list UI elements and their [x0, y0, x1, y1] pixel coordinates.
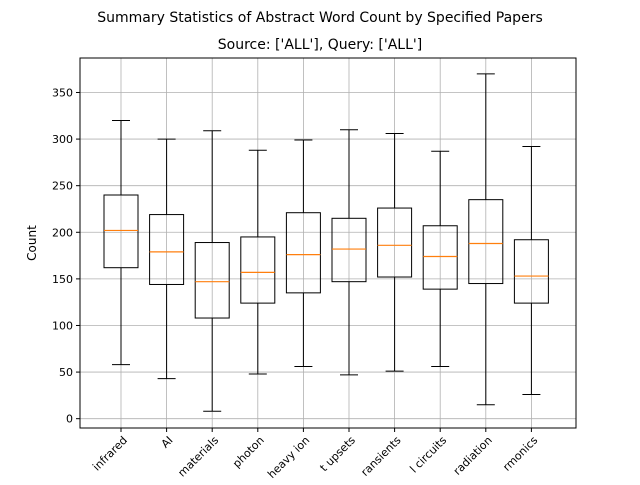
box-infrared — [103, 119, 139, 366]
y-tick-label: 300 — [52, 133, 73, 146]
y-axis: 0 50 100 150 200 250 300 350 — [52, 86, 80, 426]
iqr-box — [377, 207, 413, 278]
iqr-box — [194, 242, 230, 319]
x-tick-label: materials — [175, 434, 221, 480]
chart-title: Summary Statistics of Abstract Word Coun… — [97, 10, 542, 26]
y-axis-label: Count — [25, 225, 39, 261]
x-tick-label: radiation — [451, 434, 495, 478]
box-ransients — [377, 132, 413, 372]
x-tick-label: l circuits — [407, 434, 449, 476]
box-rmonics — [513, 146, 549, 395]
plot-frame — [79, 57, 577, 429]
iqr-box — [422, 225, 458, 290]
x-tick-label: ransients — [358, 434, 403, 479]
box-radiation — [468, 73, 504, 406]
x-tick-label: photon — [230, 434, 267, 471]
iqr-box — [513, 239, 549, 304]
y-tick-label: 0 — [66, 413, 73, 426]
box-t-upsets — [331, 129, 367, 376]
iqr-box — [331, 217, 367, 283]
y-tick-label: 150 — [52, 273, 73, 286]
box-l-circuits — [422, 150, 458, 367]
x-tick-label: t upsets — [317, 434, 358, 475]
chart-subtitle: Source: ['ALL'], Query: ['ALL'] — [218, 37, 422, 53]
y-tick-label: 100 — [52, 319, 73, 332]
iqr-box — [468, 199, 504, 285]
x-tick-label: heavy ion — [265, 434, 312, 480]
x-tick-label: AI — [159, 434, 176, 451]
y-tick-label: 50 — [59, 366, 73, 379]
x-tick-label: infrared — [90, 434, 130, 474]
y-tick-label: 350 — [52, 86, 73, 99]
box-AI — [149, 138, 185, 380]
iqr-box — [285, 212, 321, 294]
iqr-box — [240, 236, 276, 304]
box-materials — [194, 130, 230, 412]
box-photon — [240, 149, 276, 375]
y-tick-label: 200 — [52, 226, 73, 239]
x-tick-label: rmonics — [500, 434, 540, 474]
iqr-box — [103, 194, 139, 269]
box-heavy-ion — [285, 139, 321, 367]
box-layer — [103, 73, 549, 412]
y-tick-label: 250 — [52, 180, 73, 193]
iqr-box — [149, 214, 185, 285]
